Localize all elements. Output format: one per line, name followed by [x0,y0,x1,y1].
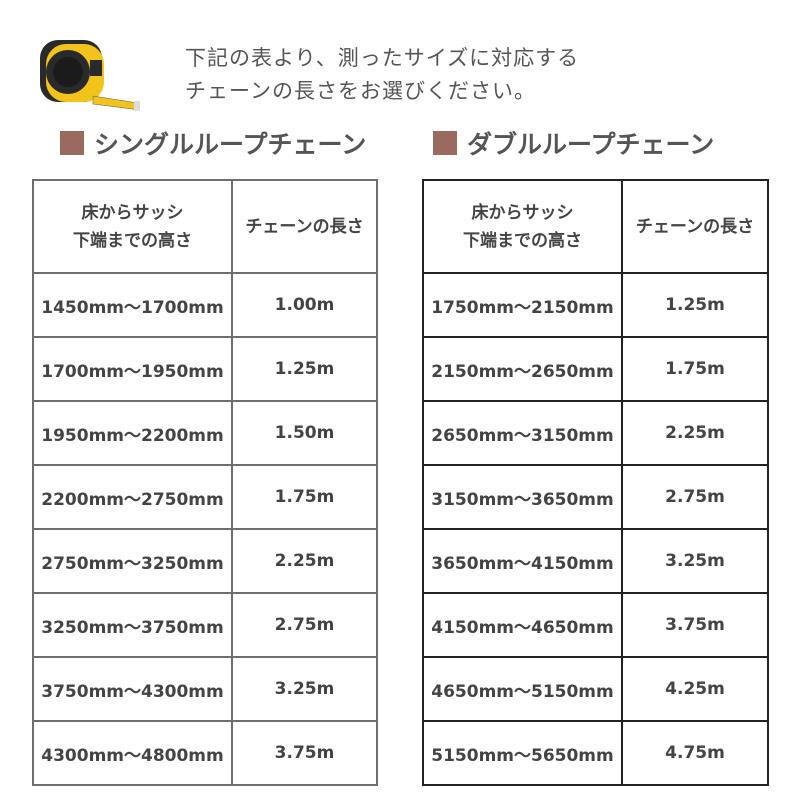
header-height: 床からサッシ 下端までの高さ [32,179,233,274]
double-loop-heading: ダブルループチェーン [433,125,714,161]
height-range-cell: 5150mm〜5650mm [422,720,623,786]
header-height-line2: 下端までの高さ [463,230,582,251]
table-row: 1750mm〜2150mm 1.25m [422,272,769,338]
table-row: 3250mm〜3750mm 2.75m [32,592,378,658]
intro-line-2: チェーンの長さをお選びください。 [185,79,536,103]
chain-length-cell: 3.75m [621,592,769,658]
height-range-cell: 1950mm〜2200mm [32,400,233,466]
chain-length-cell: 1.75m [621,336,769,402]
height-range-cell: 3150mm〜3650mm [422,464,623,530]
header-length: チェーンの長さ [231,179,378,274]
chain-length-cell: 2.25m [621,400,769,466]
table-row: 3650mm〜4150mm 3.25m [422,528,769,594]
table-row: 1700mm〜1950mm 1.25m [32,336,378,402]
height-range-cell: 3750mm〜4300mm [32,656,233,722]
table-row: 2150mm〜2650mm 1.75m [422,336,769,402]
chain-length-cell: 4.75m [621,720,769,786]
height-range-cell: 4150mm〜4650mm [422,592,623,658]
header-height-line2: 下端までの高さ [73,230,192,251]
height-range-cell: 1450mm〜1700mm [32,272,233,338]
single-loop-table: 床からサッシ 下端までの高さ チェーンの長さ 1450mm〜1700mm 1.00m… [32,179,378,786]
chain-length-cell: 3.25m [621,528,769,594]
header-height: 床からサッシ 下端までの高さ [422,179,623,274]
table-header-row: 床からサッシ 下端までの高さ チェーンの長さ [422,179,769,274]
height-range-cell: 4650mm〜5150mm [422,656,623,722]
chain-length-cell: 1.75m [231,464,378,530]
table-row: 2650mm〜3150mm 2.25m [422,400,769,466]
chain-length-cell: 1.50m [231,400,378,466]
single-loop-heading: シングルループチェーン [60,125,366,161]
height-range-cell: 3650mm〜4150mm [422,528,623,594]
chain-length-cell: 2.75m [621,464,769,530]
height-range-cell: 1750mm〜2150mm [422,272,623,338]
table-row: 1950mm〜2200mm 1.50m [32,400,378,466]
table-header-row: 床からサッシ 下端までの高さ チェーンの長さ [32,179,378,274]
double-loop-table: 床からサッシ 下端までの高さ チェーンの長さ 1750mm〜2150mm 1.25m… [422,179,769,786]
height-range-cell: 1700mm〜1950mm [32,336,233,402]
header-height-line1: 床からサッシ [471,202,574,223]
intro-line-1: 下記の表より、測ったサイズに対応する [185,46,580,70]
chain-length-cell: 4.25m [621,656,769,722]
chain-length-cell: 2.75m [231,592,378,658]
chain-length-cell: 3.25m [231,656,378,722]
double-loop-title: ダブルループチェーン [467,130,715,159]
table-row: 2200mm〜2750mm 1.75m [32,464,378,530]
table-row: 3150mm〜3650mm 2.75m [422,464,769,530]
table-row: 5150mm〜5650mm 4.75m [422,720,769,786]
heading-square-icon [60,131,84,155]
table-row: 1450mm〜1700mm 1.00m [32,272,378,338]
intro-text: 下記の表より、測ったサイズに対応する チェーンの長さをお選びください。 [185,42,579,108]
chain-length-cell: 1.25m [621,272,769,338]
header-height-line1: 床からサッシ [81,202,184,223]
tape-measure-icon [40,40,141,111]
chain-length-cell: 1.25m [231,336,378,402]
heading-square-icon [433,131,457,155]
table-row: 2750mm〜3250mm 2.25m [32,528,378,594]
table-row: 4300mm〜4800mm 3.75m [32,720,378,786]
height-range-cell: 4300mm〜4800mm [32,720,233,786]
height-range-cell: 3250mm〜3750mm [32,592,233,658]
table-row: 3750mm〜4300mm 3.25m [32,656,378,722]
chain-length-cell: 2.25m [231,528,378,594]
table-row: 4650mm〜5150mm 4.25m [422,656,769,722]
single-loop-title: シングルループチェーン [94,130,367,159]
height-range-cell: 2200mm〜2750mm [32,464,233,530]
height-range-cell: 2650mm〜3150mm [422,400,623,466]
chain-length-cell: 1.00m [231,272,378,338]
header-length: チェーンの長さ [621,179,769,274]
height-range-cell: 2750mm〜3250mm [32,528,233,594]
chain-length-cell: 3.75m [231,720,378,786]
table-row: 4150mm〜4650mm 3.75m [422,592,769,658]
height-range-cell: 2150mm〜2650mm [422,336,623,402]
